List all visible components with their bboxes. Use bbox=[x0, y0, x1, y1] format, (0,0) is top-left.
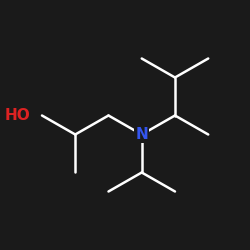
Text: N: N bbox=[135, 127, 148, 142]
Text: HO: HO bbox=[4, 108, 30, 123]
